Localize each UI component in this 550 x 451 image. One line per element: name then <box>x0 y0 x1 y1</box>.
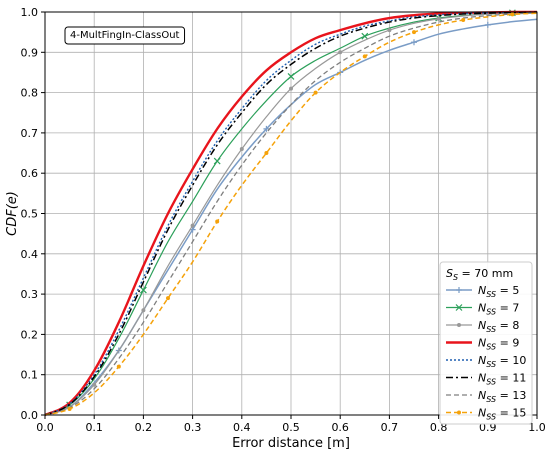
y-tick-label: 0.3 <box>21 288 39 301</box>
series-marker <box>239 147 244 152</box>
x-tick-label: 1.0 <box>528 421 546 434</box>
legend-item-10: NSS = 10 <box>446 354 526 369</box>
series-line <box>44 10 538 417</box>
series-marker <box>361 32 369 40</box>
x-tick-label: 0.2 <box>135 421 153 434</box>
y-tick-label: 1.0 <box>21 6 39 19</box>
x-tick-label: 0.1 <box>85 421 103 434</box>
legend-title: SS = 70 mm <box>446 267 513 282</box>
x-axis-label: Error distance [m] <box>232 436 350 451</box>
y-axis-ticks: 0.0 0.1 0.2 0.3 0.4 0.5 0.6 0.7 0.8 0.9 1.0 <box>21 6 45 422</box>
legend-label: NSS = 10 <box>478 354 526 369</box>
series-marker <box>289 86 293 91</box>
y-tick-label: 0.8 <box>21 87 39 100</box>
series-marker <box>263 125 270 132</box>
legend-item-9: NSS = 9 <box>446 337 519 352</box>
legend-label: NSS = 7 <box>478 302 519 317</box>
series-marker <box>190 223 195 228</box>
series-marker <box>461 18 466 23</box>
y-tick-label: 0.0 <box>21 409 39 422</box>
y-tick-label: 0.6 <box>21 167 39 180</box>
y-tick-label: 0.2 <box>21 328 39 341</box>
y-tick-label: 0.9 <box>21 46 39 59</box>
series-marker <box>436 16 441 21</box>
series-13 <box>44 12 538 416</box>
series-marker <box>215 219 220 224</box>
series-marker <box>67 406 72 411</box>
annotation-text: 4-MultFingIn-ClassOut <box>70 30 180 41</box>
legend-label: NSS = 8 <box>478 319 519 334</box>
legend-frame <box>439 261 533 425</box>
legend-marker <box>456 287 462 293</box>
series-marker <box>313 90 318 95</box>
y-tick-label: 0.4 <box>21 248 39 261</box>
x-tick-label: 0.3 <box>184 421 202 434</box>
legend-item-8: NSS = 8 <box>446 319 519 334</box>
x-axis-ticks: 0.0 0.1 0.2 0.3 0.4 0.5 0.6 0.7 0.8 0.9 1.0 <box>36 415 546 434</box>
legend-marker <box>455 304 463 311</box>
series-marker <box>387 28 392 33</box>
annotation-box: 4-MultFingIn-ClassOut <box>64 26 186 45</box>
legend-label: NSS = 9 <box>478 337 519 352</box>
legend-item-11: NSS = 11 <box>446 372 526 387</box>
legend-item-7: NSS = 7 <box>446 302 519 317</box>
x-tick-label: 0.0 <box>36 421 54 434</box>
x-tick-label: 0.5 <box>282 421 300 434</box>
x-tick-label: 0.4 <box>233 421 251 434</box>
series-15 <box>44 12 538 416</box>
legend-label: NSS = 11 <box>478 372 526 387</box>
series-marker <box>166 296 170 301</box>
series-11 <box>44 11 538 416</box>
legend-label: NSS = 15 <box>478 407 526 422</box>
y-tick-label: 0.1 <box>21 369 39 382</box>
series-line <box>44 12 538 416</box>
series-marker <box>213 157 221 165</box>
series-marker <box>139 286 147 294</box>
legend-label: NSS = 13 <box>478 389 526 404</box>
x-tick-label: 0.7 <box>381 421 399 434</box>
series-marker <box>264 151 269 156</box>
series-curves <box>44 9 538 417</box>
y-tick-label: 0.7 <box>21 127 39 140</box>
legend-item-13: NSS = 13 <box>446 389 526 404</box>
y-axis-label: CDF(e) <box>5 191 20 236</box>
y-tick-label: 0.5 <box>21 208 39 221</box>
series-marker <box>141 308 146 313</box>
series-marker <box>484 21 491 28</box>
series-9 <box>44 10 538 417</box>
series-marker <box>287 73 295 80</box>
series-line <box>44 12 538 416</box>
legend: SS = 70 mm NSS = 5 NSS = 7 NSS = 8 NSS = 9 NS… <box>439 261 533 425</box>
series-marker <box>510 12 515 17</box>
series-marker <box>338 50 343 55</box>
x-tick-label: 0.6 <box>331 421 349 434</box>
series-marker <box>92 382 97 387</box>
series-line <box>44 11 538 416</box>
series-marker <box>411 39 417 46</box>
annotation-frame <box>64 26 186 45</box>
legend-marker <box>457 323 461 327</box>
series-marker <box>116 364 121 369</box>
legend-item-15: NSS = 15 <box>446 407 526 422</box>
series-marker <box>412 30 416 35</box>
legend-label: NSS = 5 <box>478 284 519 299</box>
legend-item-5: NSS = 5 <box>446 284 519 299</box>
legend-marker <box>457 410 461 415</box>
series-marker <box>362 54 367 59</box>
